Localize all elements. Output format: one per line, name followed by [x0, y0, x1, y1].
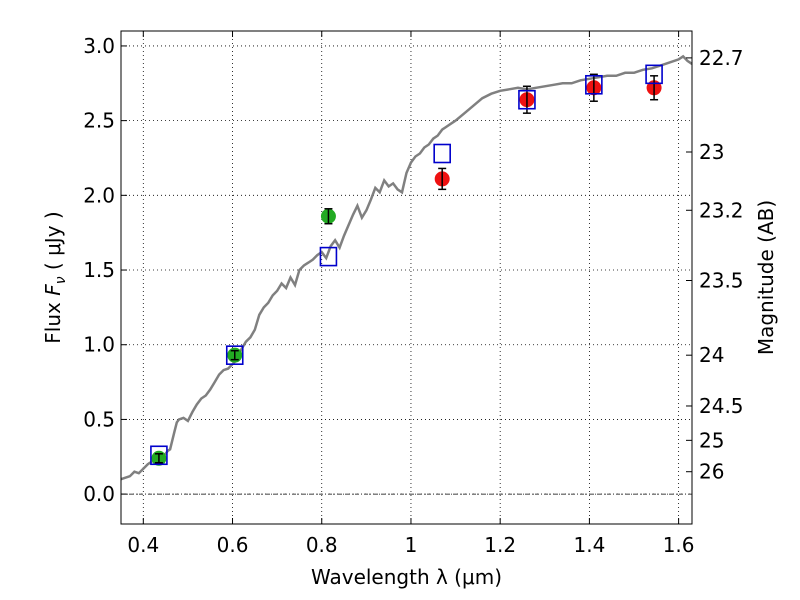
- x-tick-label: 1.6: [663, 533, 695, 557]
- y-axis-label-unit: ( μJy ): [41, 211, 65, 276]
- x-tick-label: 1.4: [573, 533, 605, 557]
- x-tick-label: 1.2: [484, 533, 516, 557]
- y-tick-label: 1.5: [83, 258, 115, 282]
- model-photometry-square: [645, 64, 663, 85]
- y-tick-label: 0.0: [83, 482, 115, 506]
- model-photometry-square: [150, 445, 168, 466]
- model-photometry-square: [518, 89, 536, 110]
- y-tick-label: 1.0: [83, 333, 115, 357]
- model-photometry-square: [433, 143, 451, 164]
- y-tick-label: 0.5: [83, 407, 115, 431]
- y-tick-label: 2.5: [83, 109, 115, 133]
- grid: [121, 31, 692, 524]
- x-tick-label: 0.6: [217, 533, 249, 557]
- model-photometry-square: [585, 74, 603, 95]
- model-photometry-square: [319, 246, 338, 267]
- y-axis-label-subscript: ν: [53, 276, 69, 284]
- y-tick-label: 2.0: [83, 183, 115, 207]
- right-tick-label: 24.5: [699, 394, 744, 418]
- right-tick-label: 25: [699, 428, 724, 452]
- right-tick-label: 23: [699, 140, 724, 164]
- model-photometry-square: [225, 345, 244, 365]
- x-axis-label: Wavelength λ (μm): [311, 565, 502, 589]
- right-tick-label: 23.5: [699, 268, 744, 292]
- right-y-axis-label: Magnitude (AB): [754, 200, 778, 355]
- x-tick-label: 1: [405, 533, 418, 557]
- x-tick-label: 0.4: [127, 533, 159, 557]
- y-axis-label-prefix: Flux: [41, 296, 65, 344]
- model-sed: [121, 54, 692, 481]
- y-axis-label: Flux Fν ( μJy ): [41, 211, 69, 343]
- right-tick-label: 22.7: [699, 46, 744, 70]
- y-axis-label-symbol: F: [41, 284, 65, 296]
- right-tick-label: 23.2: [699, 198, 744, 222]
- right-tick-label: 24: [699, 343, 724, 367]
- plot-frame: [120, 30, 693, 525]
- axis-ticks: 0.4 0.6 0.8 1 1.2 1.4 1.6 0.0 0.5 1.0 1.5 2.0 2.5 3.0…: [83, 31, 744, 557]
- y-tick-label: 3.0: [83, 34, 115, 58]
- sed-line: [121, 54, 692, 481]
- right-tick-label: 26: [699, 460, 724, 484]
- data-points: [150, 64, 663, 466]
- x-tick-label: 0.8: [306, 533, 338, 557]
